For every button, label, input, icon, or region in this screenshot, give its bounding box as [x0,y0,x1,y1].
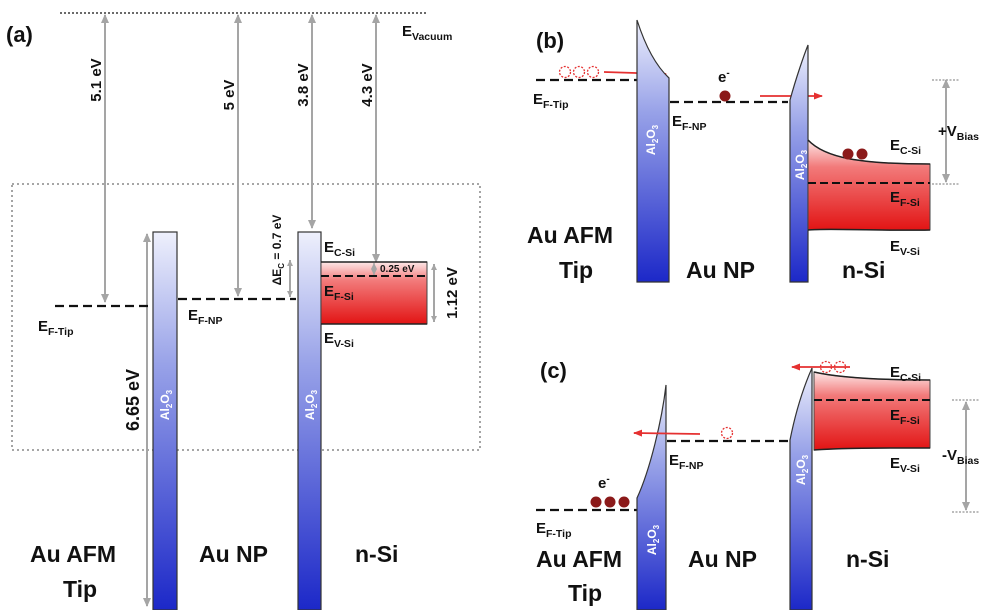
oxide-label-right: Al2O3 [794,454,810,485]
oxide-label-left: Al2O3 [645,524,661,555]
electron-dot [618,496,630,508]
conduction-offset-value: ΔEC = 0.7 eV [270,215,286,286]
region-label-tip-line2: Tip [568,580,602,606]
region-label-np: Au NP [686,257,755,283]
empty-state-dot [558,65,572,79]
valence-band-label: EV-Si [890,238,920,258]
oxide-barrier-left [636,19,670,283]
conduction-band-edge [813,371,931,381]
oxide-barrier-right [297,231,322,610]
oxide-barrier-left [152,231,178,610]
fermi-level-tip-label: EF-Tip [536,520,571,540]
panel-label-c: (c) [540,358,567,383]
fermi-level-np-label: EF-NP [672,113,707,133]
empty-state-dot [720,426,734,440]
barrier-height-value: 6.65 eV [123,369,143,431]
electron-label: e- [598,474,610,492]
region-label-si: n-Si [846,546,889,572]
fermi-offset-value: 0.25 eV [380,264,415,275]
conduction-band-label: EC-Si [890,364,921,384]
work-function-np-value: 5 eV [221,80,238,111]
electron-dot [842,148,854,160]
electron-dot [590,496,602,508]
region-label-tip-line2: Tip [559,257,593,283]
panel-label-b: (b) [536,28,564,53]
oxide-label-left: Al2O3 [158,389,174,420]
zoom-region-box [11,183,481,451]
valence-band-edge [807,228,931,231]
region-label-tip-line1: Au AFM [536,546,622,572]
electron-affinity-value: 3.8 eV [295,63,312,106]
panel-b: (b) EF-Tip Al2O3 EF-NP e- Al2O3 EC-Si EF… [527,19,979,283]
fermi-level-tip-label: EF-Tip [38,318,73,338]
electron-dot [719,90,731,102]
oxide-barrier-right [789,44,809,283]
electron-dot [856,148,868,160]
empty-state-dot [819,360,833,374]
fermi-level-tip-label: EF-Tip [533,91,568,111]
region-label-tip-line2: Tip [63,576,97,602]
region-label-si: n-Si [355,541,398,567]
oxide-label-right: Al2O3 [303,389,319,420]
empty-state-dot [572,65,586,79]
region-label-np: Au NP [688,546,757,572]
oxide-label-left: Al2O3 [644,124,660,155]
electron-dot [604,496,616,508]
empty-state-dot [586,65,600,79]
oxide-barrier-left [636,384,667,610]
valence-band-label: EV-Si [324,330,354,350]
fermi-level-si-label: EF-Si [890,189,920,209]
empty-state-dot [833,360,847,374]
panel-label-a: (a) [6,22,33,47]
region-label-tip-line1: Au AFM [30,541,116,567]
oxide-label-right: Al2O3 [793,149,809,180]
silicon-band [320,261,428,325]
fermi-level-np-label: EF-NP [669,452,704,472]
electron-label: e- [718,68,730,86]
valence-band-label: EV-Si [890,455,920,475]
region-label-tip-line1: Au AFM [527,222,613,248]
vacuum-level-label: EVacuum [402,23,452,43]
conduction-band-label: EC-Si [324,239,355,259]
region-label-np: Au NP [199,541,268,567]
band-gap-value: 1.12 eV [444,267,461,319]
fermi-level-si-label: EF-Si [324,283,354,303]
conduction-band-label: EC-Si [890,137,921,157]
bias-label: +VBias [938,123,979,143]
fermi-level-si-label: EF-Si [890,407,920,427]
panel-a: (a) EVacuum 5.1 eV 5 eV 3.8 eV 4.3 eV Al… [6,12,481,610]
fermi-level-np-label: EF-NP [188,307,223,327]
valence-band-edge [813,447,931,451]
bias-label: -VBias [942,447,979,467]
work-function-tip-value: 5.1 eV [88,58,105,101]
work-function-si-value: 4.3 eV [359,63,376,106]
tunneling-arrow [633,429,701,437]
region-label-si: n-Si [842,257,885,283]
oxide-barrier-right [789,367,813,610]
panel-c: (c) EF-Tip e- Al2O3 EF-NP Al2O3 EC-Si EF… [536,358,980,610]
